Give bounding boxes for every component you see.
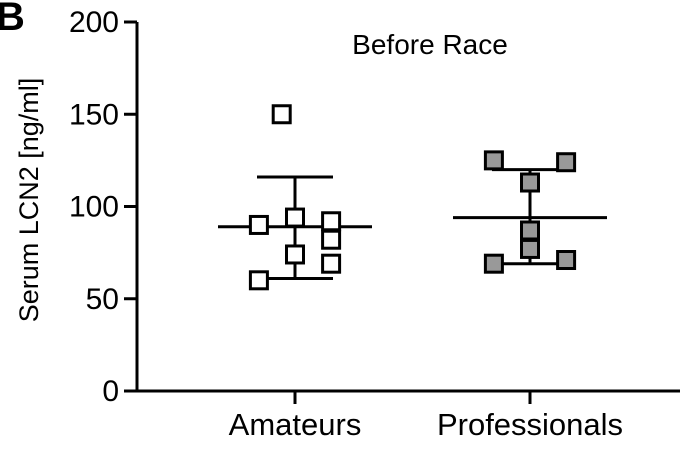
data-point [321,211,342,232]
series-group-professionals [453,150,607,274]
data-point [520,220,540,241]
panel-letter: B [0,0,25,39]
data-point [556,250,577,271]
x-category-label: Professionals [437,407,623,442]
y-axis-label: Serum LCN2 [ng/ml] [14,78,44,323]
data-point [248,270,269,291]
y-tick-label: 150 [69,98,119,131]
chart-marks [218,104,607,291]
data-point [520,238,540,259]
series-group-amateurs [218,104,372,291]
y-tick-label: 50 [86,283,119,316]
axes: 0 50 100 150 200 Amateurs Professionals [69,6,680,442]
data-point [285,207,305,228]
chart-title: Before Race [352,29,508,60]
data-point [271,104,292,125]
y-tick-label: 100 [69,191,119,224]
data-point [483,150,504,171]
data-point [321,253,342,274]
data-point [483,253,504,274]
data-point [556,152,577,173]
x-category-label: Amateurs [229,407,362,442]
data-point [248,214,269,235]
y-tick-label: 0 [102,375,119,408]
data-point [285,244,305,265]
data-point [520,172,540,193]
data-point [321,229,342,250]
y-tick-label: 200 [69,6,119,39]
